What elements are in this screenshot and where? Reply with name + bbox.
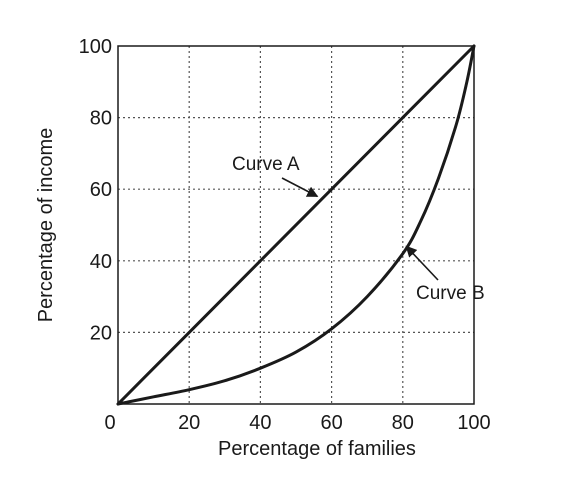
x-tick-label: 80 (392, 412, 414, 434)
x-tick-label: 100 (457, 412, 490, 434)
annotation-arrow (281, 177, 319, 198)
annotations: Curve A Curve B (232, 154, 485, 304)
annotation-arrow (405, 245, 439, 281)
annotation-curve-b-label: Curve B (416, 283, 485, 304)
y-tick-label: 40 (90, 251, 112, 273)
y-axis-label: Percentage of income (35, 128, 57, 323)
y-tick-label: 80 (90, 108, 112, 130)
plot-frame (117, 45, 475, 405)
annotation-curve-a-label: Curve A (232, 154, 300, 175)
x-tick-label: 60 (320, 412, 342, 434)
x-tick-label: 0 (104, 412, 115, 434)
y-tick-label: 100 (79, 36, 112, 58)
x-axis-label: Percentage of families (218, 438, 416, 460)
y-tick-labels: 20 40 60 80 100 (79, 36, 112, 344)
x-tick-label: 20 (178, 412, 200, 434)
series-line-curve-a (116, 44, 476, 406)
y-tick-label: 60 (90, 179, 112, 201)
y-tick-label: 20 (90, 322, 112, 344)
x-tick-label: 40 (249, 412, 271, 434)
grid-lines (118, 46, 474, 404)
series-layer (116, 44, 476, 406)
x-tick-labels: 0 20 40 60 80 100 (104, 412, 490, 434)
series-line-curve-b (116, 44, 476, 406)
